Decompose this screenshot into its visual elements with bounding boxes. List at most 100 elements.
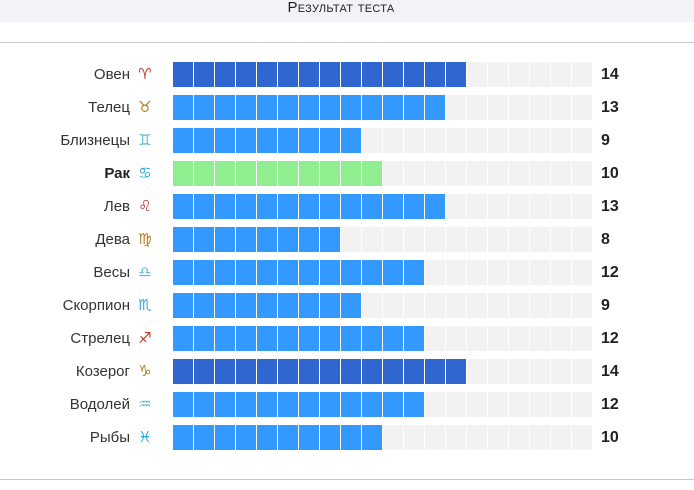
bar-row: Стрелец ♐ 12 bbox=[0, 326, 694, 351]
bar-value-label: 9 bbox=[601, 297, 610, 314]
bar-cell-filled bbox=[341, 326, 361, 351]
bar-cell-filled bbox=[404, 194, 424, 219]
bar-cell-filled bbox=[341, 359, 361, 384]
bar-cell-empty bbox=[446, 161, 466, 186]
bar-cell-empty bbox=[467, 128, 487, 153]
bar-cell-filled bbox=[404, 326, 424, 351]
bar-cell-filled bbox=[236, 326, 256, 351]
bar-cell-filled bbox=[215, 260, 235, 285]
bar-cell-empty bbox=[572, 194, 592, 219]
bar-cell-filled bbox=[194, 62, 214, 87]
bar-value-label: 12 bbox=[601, 330, 619, 347]
bar-track bbox=[173, 227, 593, 252]
bar-track bbox=[173, 161, 593, 186]
bar-cell-filled bbox=[425, 62, 445, 87]
bar-cell-filled bbox=[383, 326, 403, 351]
bar-cell-empty bbox=[467, 425, 487, 450]
bar-cell-filled bbox=[173, 392, 193, 417]
bar-cell-empty bbox=[383, 227, 403, 252]
bar-cell-filled bbox=[299, 62, 319, 87]
bar-cell-filled bbox=[236, 62, 256, 87]
bar-track bbox=[173, 293, 593, 318]
bar-cell-empty bbox=[572, 128, 592, 153]
bar-cell-filled bbox=[362, 392, 382, 417]
bar-cell-filled bbox=[236, 227, 256, 252]
bar-cell-empty bbox=[467, 95, 487, 120]
bar-cell-empty bbox=[488, 260, 508, 285]
bar-cell-empty bbox=[404, 128, 424, 153]
category-label: Овен bbox=[93, 66, 130, 83]
bar-cell-filled bbox=[173, 359, 193, 384]
bar-cell-filled bbox=[320, 326, 340, 351]
bar-cell-filled bbox=[278, 161, 298, 186]
bar-cell-empty bbox=[488, 425, 508, 450]
bar-cell-empty bbox=[467, 62, 487, 87]
bar-cell-empty bbox=[467, 194, 487, 219]
bar-cell-filled bbox=[215, 62, 235, 87]
bar-cell-filled bbox=[236, 392, 256, 417]
bar-cell-empty bbox=[551, 161, 571, 186]
bar-cell-filled bbox=[194, 326, 214, 351]
category-label: Телец bbox=[88, 99, 130, 116]
bar-cell-empty bbox=[551, 95, 571, 120]
bar-row: Дева ♍ 8 bbox=[0, 227, 694, 252]
bar-cell-filled bbox=[299, 194, 319, 219]
zodiac-sign-icon: ♈ bbox=[138, 65, 152, 83]
bar-cell-filled bbox=[383, 95, 403, 120]
bar-cell-filled bbox=[362, 62, 382, 87]
bar-value-label: 14 bbox=[601, 363, 619, 380]
bar-cell-filled bbox=[278, 95, 298, 120]
bar-cell-filled bbox=[257, 293, 277, 318]
bar-row: Лев ♌ 13 bbox=[0, 194, 694, 219]
bar-cell-filled bbox=[404, 95, 424, 120]
bar-cell-filled bbox=[320, 128, 340, 153]
bar-cell-empty bbox=[572, 95, 592, 120]
bar-cell-filled bbox=[299, 128, 319, 153]
bar-cell-filled bbox=[341, 161, 361, 186]
bar-cell-empty bbox=[446, 194, 466, 219]
bar-value-label: 13 bbox=[601, 198, 619, 215]
bar-cell-filled bbox=[194, 128, 214, 153]
bar-cell-empty bbox=[572, 293, 592, 318]
bar-cell-filled bbox=[299, 425, 319, 450]
bar-cell-empty bbox=[572, 392, 592, 417]
bar-cell-empty bbox=[572, 227, 592, 252]
bar-value-label: 12 bbox=[601, 264, 619, 281]
bar-cell-filled bbox=[173, 62, 193, 87]
bar-cell-empty bbox=[530, 425, 550, 450]
bar-cell-filled bbox=[173, 260, 193, 285]
bar-cell-filled bbox=[173, 227, 193, 252]
bar-cell-empty bbox=[530, 95, 550, 120]
bar-cell-empty bbox=[425, 326, 445, 351]
bar-cell-empty bbox=[488, 326, 508, 351]
bar-cell-empty bbox=[530, 293, 550, 318]
bar-cell-empty bbox=[446, 128, 466, 153]
bar-cell-filled bbox=[320, 95, 340, 120]
bar-cell-empty bbox=[425, 293, 445, 318]
bar-track bbox=[173, 95, 593, 120]
bar-cell-empty bbox=[467, 260, 487, 285]
bar-cell-empty bbox=[530, 194, 550, 219]
bar-cell-filled bbox=[194, 95, 214, 120]
bar-value-label: 12 bbox=[601, 396, 619, 413]
bar-track bbox=[173, 260, 593, 285]
bar-cell-empty bbox=[509, 359, 529, 384]
bar-cell-empty bbox=[572, 62, 592, 87]
divider-top bbox=[0, 42, 694, 43]
bar-cell-filled bbox=[299, 161, 319, 186]
bar-cell-filled bbox=[257, 128, 277, 153]
bar-value-label: 8 bbox=[601, 231, 610, 248]
bar-cell-filled bbox=[425, 95, 445, 120]
bar-cell-filled bbox=[341, 260, 361, 285]
bar-cell-filled bbox=[257, 62, 277, 87]
bar-cell-filled bbox=[320, 293, 340, 318]
bar-cell-empty bbox=[509, 425, 529, 450]
bar-cell-empty bbox=[551, 227, 571, 252]
bar-cell-filled bbox=[215, 227, 235, 252]
bar-cell-empty bbox=[551, 392, 571, 417]
bar-cell-filled bbox=[446, 359, 466, 384]
bar-cell-filled bbox=[194, 359, 214, 384]
header-band bbox=[0, 0, 694, 22]
zodiac-sign-icon: ♓ bbox=[138, 428, 152, 446]
bar-track bbox=[173, 425, 593, 450]
